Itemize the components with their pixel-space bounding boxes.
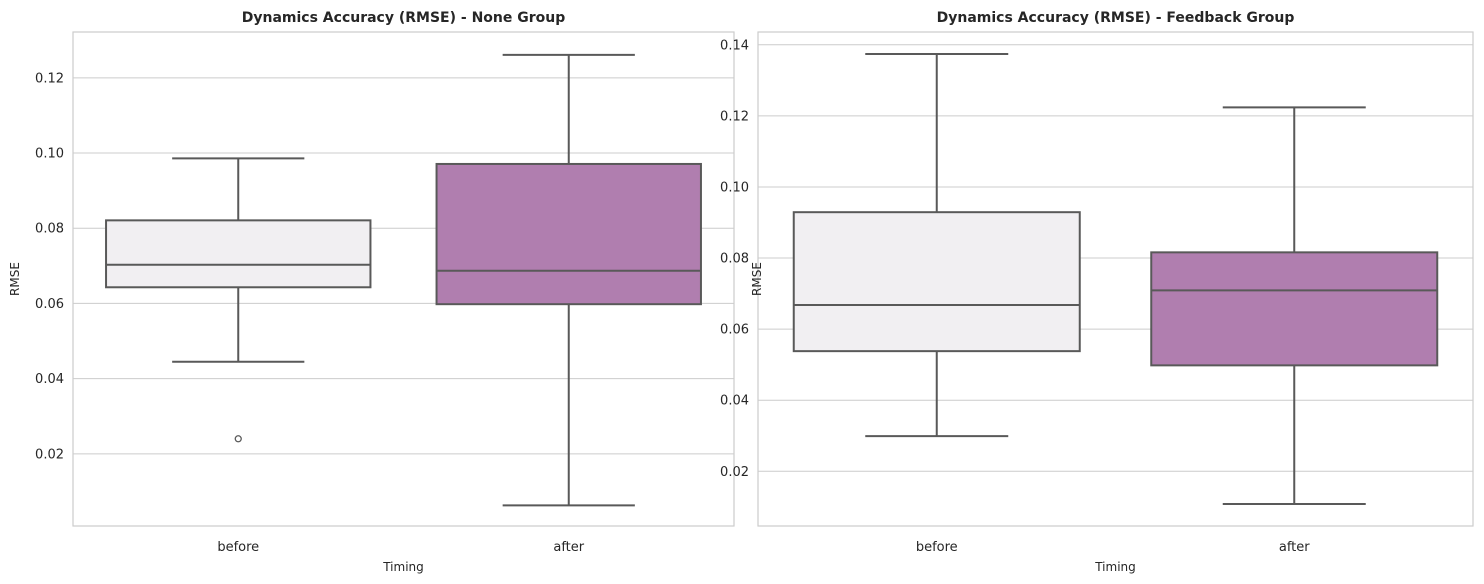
y-tick-label: 0.08 [35, 222, 64, 237]
y-axis-label: RMSE [750, 262, 764, 296]
panel-none-group: 0.02 0.04 0.06 0.08 0.10 0.12 before after Dynam… [8, 10, 735, 574]
box-before [792, 211, 1081, 353]
x-tick-label: after [1279, 540, 1310, 555]
chart-title: Dynamics Accuracy (RMSE) - Feedback Grou… [937, 10, 1295, 26]
y-tick-label: 0.04 [35, 372, 64, 387]
panel-feedback-group: 0.02 0.04 0.06 0.08 0.10 0.12 0.14 before after D… [720, 10, 1474, 574]
y-tick-label: 0.06 [35, 297, 64, 312]
y-tick-label: 0.02 [35, 447, 64, 462]
x-tick-label: before [217, 540, 259, 555]
y-tick-label: 0.10 [720, 180, 749, 195]
box-after [1150, 251, 1439, 367]
y-axis-label: RMSE [8, 262, 22, 296]
x-axis-label: Timing [1094, 560, 1136, 574]
y-tick-label: 0.14 [720, 38, 749, 53]
y-tick-label: 0.10 [35, 147, 64, 162]
y-tick-label: 0.06 [720, 323, 749, 338]
plot-frame [72, 31, 735, 527]
outlier-point [234, 435, 242, 443]
x-tick-label: before [916, 540, 958, 555]
box-before [105, 219, 372, 289]
y-tick-label: 0.12 [35, 71, 64, 86]
y-tick-label: 0.04 [720, 394, 749, 409]
x-tick-label: after [553, 540, 584, 555]
y-tick-label: 0.02 [720, 465, 749, 480]
chart-title: Dynamics Accuracy (RMSE) - None Group [242, 10, 566, 26]
y-tick-label: 0.08 [720, 252, 749, 267]
plot-frame [757, 31, 1474, 527]
box-after [435, 162, 702, 306]
y-tick-label: 0.12 [720, 109, 749, 124]
x-axis-label: Timing [382, 560, 424, 574]
